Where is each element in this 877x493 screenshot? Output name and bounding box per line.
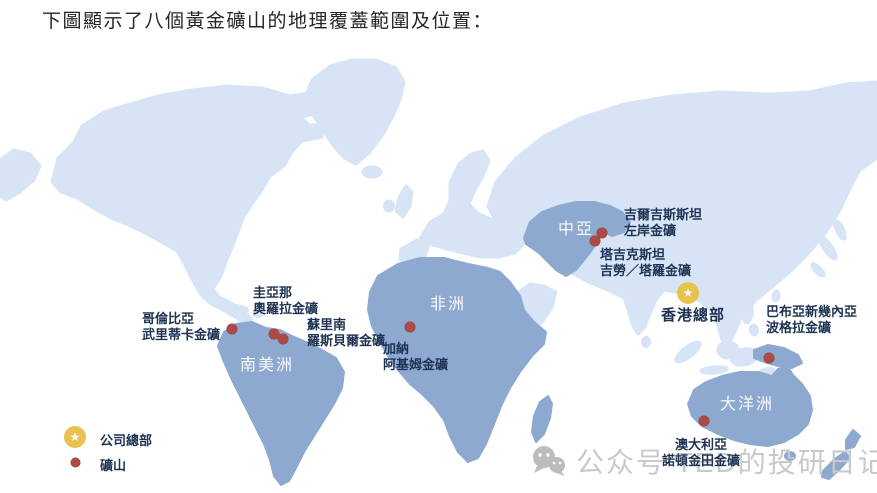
korea	[794, 245, 806, 263]
page-title: 下圖顯示了八個黃金礦山的地理覆蓋範圍及位置：	[42, 11, 494, 32]
land-left-edge	[0, 148, 42, 202]
mine-name: 武里蒂卡金礦	[142, 327, 221, 342]
madagascar	[531, 395, 553, 443]
taiwan	[771, 289, 781, 303]
legend-hq-label: 公司總部	[100, 433, 153, 448]
mine-marker-left-bank	[597, 228, 607, 238]
mine-country: 哥倫比亞	[142, 311, 195, 326]
ireland	[383, 199, 395, 213]
legend-hq-swatch: ★	[64, 426, 86, 448]
hq-marker: ★	[677, 282, 699, 304]
new-zealand-south	[821, 451, 851, 480]
mine-marker-aurora	[269, 329, 279, 339]
papua-new-guinea	[753, 344, 803, 369]
hispaniola	[252, 310, 264, 318]
mine-marker-porgera	[764, 353, 774, 363]
mine-label-png: 巴布亞新幾內亞 波格拉金礦	[766, 304, 857, 336]
sumatra	[674, 340, 702, 364]
mine-marker-akyem	[405, 322, 415, 332]
japan	[810, 262, 826, 278]
region-label-central-asia: 中亞	[558, 221, 595, 238]
continent-europe	[418, 149, 525, 259]
mine-marker-jilau-taror	[590, 236, 600, 246]
arctic-island	[182, 103, 210, 117]
continent-north-america	[50, 84, 328, 327]
arctic-island	[135, 98, 169, 116]
iceland	[361, 165, 383, 179]
mine-label-kyrgyzstan: 吉爾吉斯斯坦 左岸金礦	[624, 207, 702, 239]
philippines	[748, 323, 760, 337]
mine-country: 加納	[383, 341, 410, 356]
mine-label-australia: 澳大利亞 諾頓金田金礦	[644, 437, 758, 469]
legend-mine-swatch	[71, 458, 80, 467]
mine-name: 吉勞／塔羅金礦	[600, 263, 692, 278]
mine-name: 阿基姆金礦	[383, 357, 449, 372]
mine-marker-rosebel	[278, 334, 288, 344]
continent-africa	[367, 257, 547, 463]
region-label-oceania: 大洋洲	[720, 396, 775, 413]
mine-marker-norton	[699, 416, 709, 426]
continent-australia	[687, 366, 813, 447]
legend-mine-label: 礦山	[100, 458, 127, 473]
greenland	[302, 58, 406, 166]
tasmania	[784, 451, 796, 461]
mine-label-suriname: 蘇里南 羅斯貝爾金礦	[307, 317, 385, 349]
british-isles	[394, 184, 414, 219]
mine-label-ghana: 加納 阿基姆金礦	[383, 341, 448, 373]
region-label-africa: 非洲	[430, 296, 467, 313]
star-icon: ★	[682, 286, 694, 300]
java	[699, 365, 729, 375]
mine-label-tajikistan: 塔吉克斯坦 吉勞／塔羅金礦	[600, 247, 691, 279]
continent-south-america	[217, 321, 345, 486]
watermark: 公众号 TED的投研日记	[531, 441, 877, 481]
mine-label-guyana: 圭亞那 奧羅拉金礦	[253, 285, 318, 317]
philippines	[742, 303, 754, 325]
arctic-island	[258, 112, 278, 124]
mine-name: 諾頓金田金礦	[661, 453, 740, 468]
sakhalin	[829, 179, 839, 209]
mine-country: 吉爾吉斯斯坦	[624, 207, 703, 222]
mine-name: 波格拉金礦	[766, 320, 832, 335]
mine-marker-buritica	[227, 324, 237, 334]
new-zealand-north	[845, 429, 861, 450]
mine-label-colombia: 哥倫比亞 武里蒂卡金礦	[142, 311, 220, 343]
arctic-island	[281, 132, 299, 144]
arctic-island	[226, 94, 250, 108]
japan	[833, 219, 847, 241]
mine-name: 奧羅拉金礦	[253, 301, 319, 316]
mine-country: 圭亞那	[253, 285, 293, 300]
mine-country: 澳大利亞	[674, 437, 727, 452]
region-label-south-america: 南美洲	[240, 357, 295, 374]
star-icon: ★	[69, 430, 81, 444]
watermark-text: 公众号 TED的投研日记	[576, 447, 877, 478]
mine-country: 塔吉克斯坦	[600, 247, 666, 262]
hq-label: 香港總部	[661, 308, 726, 324]
mine-country: 蘇里南	[307, 317, 347, 332]
sri-lanka	[641, 336, 651, 348]
mine-country: 巴布亞新幾內亞	[766, 304, 858, 319]
wechat-icon	[533, 446, 565, 476]
japan	[818, 235, 838, 261]
cuba	[224, 303, 250, 313]
mine-name: 羅斯貝爾金礦	[307, 333, 386, 348]
mine-name: 左岸金礦	[624, 223, 677, 238]
